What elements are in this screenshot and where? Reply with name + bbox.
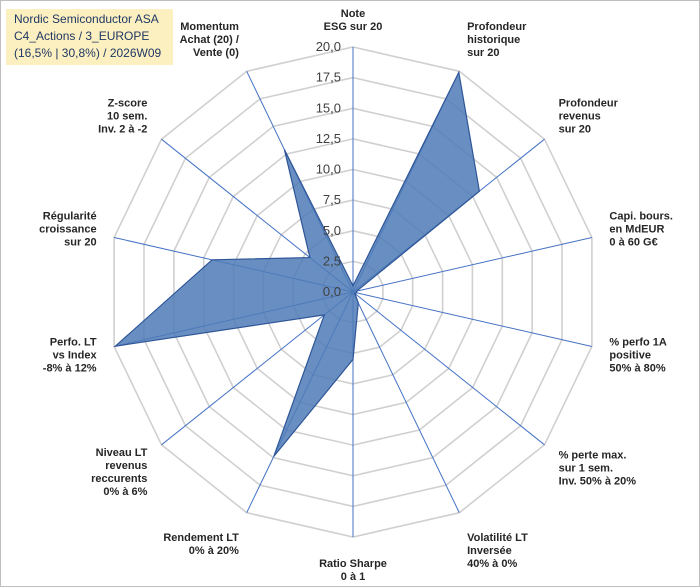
axis-label: Z-score 10 sem. Inv. 2 à -2 — [98, 97, 147, 135]
data-point — [211, 259, 213, 261]
tick-label: 7,5 — [323, 192, 341, 207]
tick-label: 12,5 — [316, 131, 341, 146]
chart-subtitle-line: C4_Actions / 3_EUROPE — [14, 29, 150, 43]
axis-label: Perfo. LT vs Index -8% à 12% — [43, 336, 98, 374]
axis-label: Capi. bours. en MdEUR 0 à 60 G€ — [609, 211, 673, 249]
axis-label: Régularité croissance sur 20 — [39, 211, 96, 249]
axis-spoke — [352, 291, 545, 446]
data-series-area — [113, 70, 481, 457]
data-point — [323, 314, 325, 316]
axis-spoke — [352, 237, 593, 293]
chart-subtitle-line: (16,5% | 30,8%) / 2026W09 — [14, 46, 162, 60]
tick-label: 0,0 — [323, 284, 341, 299]
data-point — [352, 358, 354, 360]
data-point — [354, 293, 356, 295]
axis-label: Niveau LT revenus reccurents 0% à 6% — [91, 447, 148, 498]
data-point — [309, 257, 311, 259]
axis-spoke — [352, 291, 460, 513]
tick-label: 17,5 — [316, 70, 341, 85]
data-point — [283, 149, 285, 151]
axis-label: Note ESG sur 20 — [324, 8, 383, 33]
chart-title-box: Nordic Semiconductor ASA C4_Actions / 3_… — [6, 9, 173, 65]
axis-label: Profondeur revenus sur 20 — [559, 97, 619, 135]
tick-label: 2,5 — [323, 253, 341, 268]
axis-label: Ratio Sharpe 0 à 1 — [319, 558, 387, 583]
tick-label: 15,0 — [316, 100, 341, 115]
axis-label: Momentum Achat (20) / Vente (0) — [180, 21, 240, 59]
axis-label: % perfo 1A positive 50% à 80% — [609, 336, 667, 374]
data-point — [458, 71, 460, 73]
axis-label: Volatilité LT Inversée 40% à 0% — [467, 532, 528, 570]
data-point — [357, 302, 359, 304]
tick-label: 10,0 — [316, 162, 341, 177]
axis-spoke — [161, 291, 354, 446]
data-point — [352, 285, 354, 287]
data-point — [478, 190, 480, 192]
chart-title-line: Nordic Semiconductor ASA — [14, 12, 159, 26]
axis-label: Profondeur historique sur 20 — [467, 21, 527, 59]
axis-spoke — [352, 291, 593, 347]
axis-label: Rendement LT 0% à 20% — [163, 532, 239, 557]
tick-label: 20,0 — [316, 39, 341, 54]
tick-label: 5,0 — [323, 223, 341, 238]
axis-label: % perte max. sur 1 sem. Inv. 50% à 20% — [559, 450, 637, 488]
data-point — [114, 345, 116, 347]
data-point — [273, 455, 275, 457]
